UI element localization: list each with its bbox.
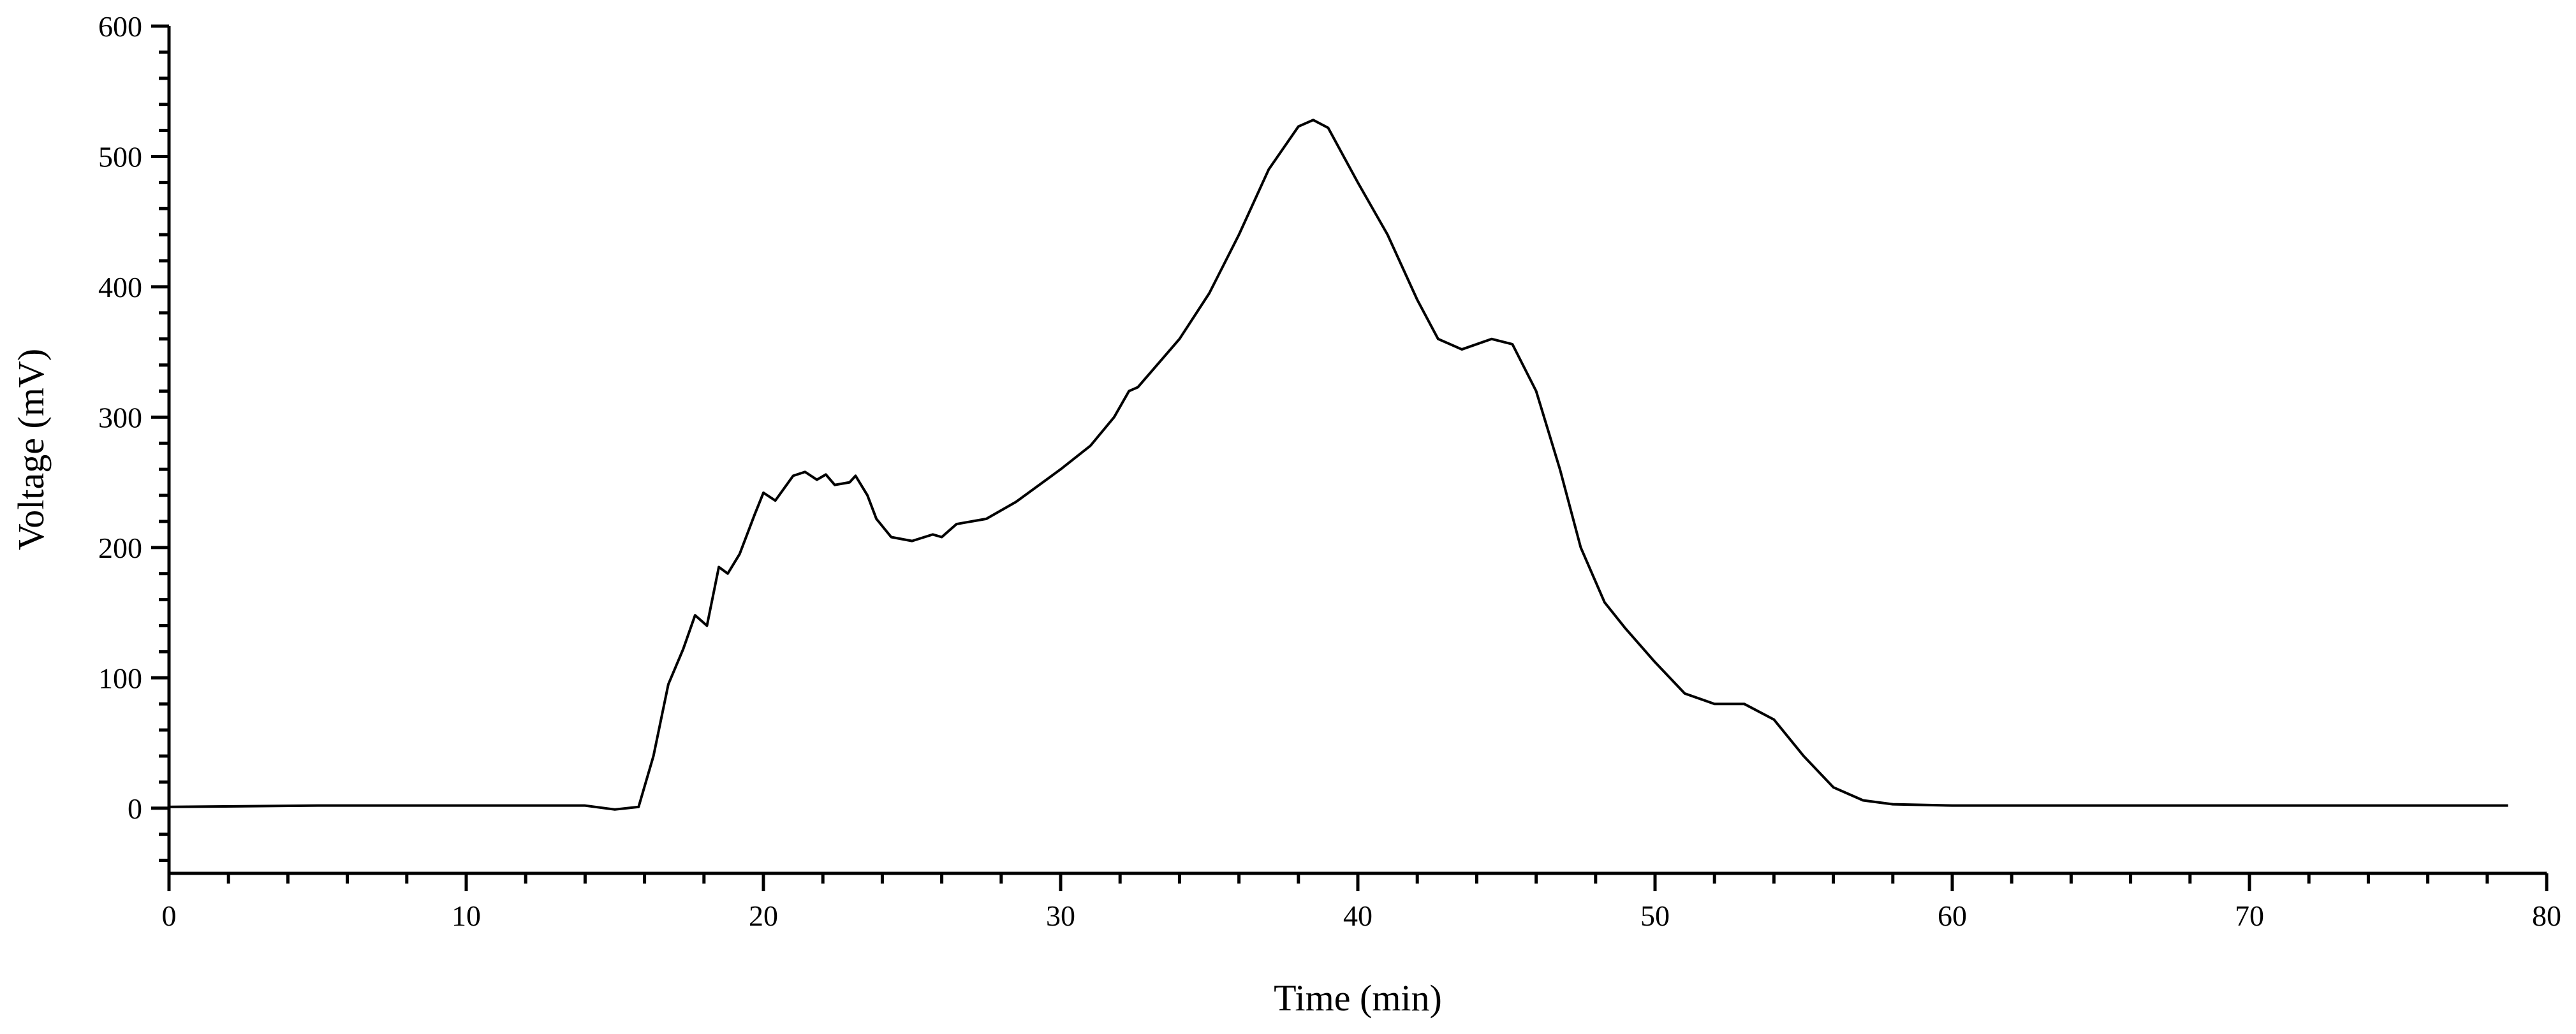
data-line bbox=[168, 119, 2508, 811]
x-tick-label: 40 bbox=[1343, 899, 1373, 932]
y-axis-label: Voltage (mV) bbox=[10, 349, 52, 550]
x-tick-label: 0 bbox=[162, 899, 177, 932]
y-tick-label: 0 bbox=[128, 792, 142, 825]
y-tick-label: 500 bbox=[98, 140, 142, 173]
x-tick-label: 70 bbox=[2235, 899, 2264, 932]
y-tick-label: 600 bbox=[98, 10, 142, 43]
x-axis-label: Time (min) bbox=[1274, 977, 1442, 1019]
x-tick-label: 60 bbox=[1938, 899, 1967, 932]
x-tick-label: 50 bbox=[1640, 899, 1670, 932]
x-tick-label: 80 bbox=[2532, 899, 2561, 932]
x-tick-label: 10 bbox=[452, 899, 481, 932]
y-tick-label: 400 bbox=[98, 271, 142, 303]
y-tick-label: 300 bbox=[98, 401, 142, 433]
y-tick-label: 200 bbox=[98, 532, 142, 564]
x-tick-label: 30 bbox=[1046, 899, 1075, 932]
y-tick-label: 100 bbox=[98, 662, 142, 694]
x-tick-label: 20 bbox=[749, 899, 778, 932]
